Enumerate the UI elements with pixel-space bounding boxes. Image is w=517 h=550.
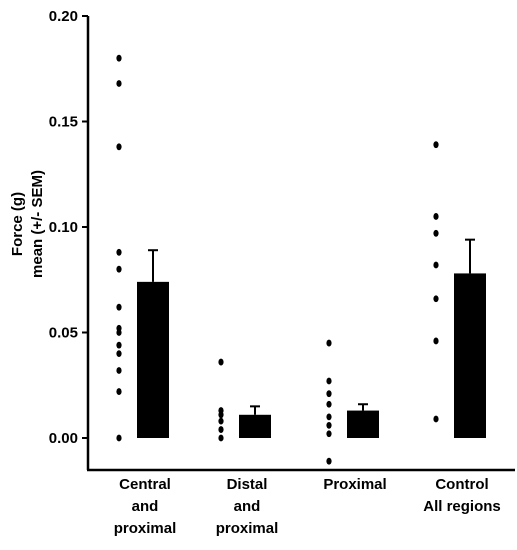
data-point	[326, 457, 332, 465]
data-point	[433, 337, 439, 345]
data-point	[116, 143, 122, 151]
data-point	[116, 329, 122, 336]
data-point	[433, 415, 439, 423]
y-axis-title-line-1: Force (g)	[9, 192, 26, 256]
y-axis: 0.00 0.05 0.10 0.15 0.20	[49, 8, 90, 470]
category-labels: Central and proximal Distal and proximal Proxi…	[114, 476, 501, 537]
y-axis-title: Force (g) mean (+/- SEM)	[9, 170, 46, 278]
y-tick-label: 0.05	[49, 325, 78, 342]
data-point	[326, 400, 332, 408]
bars	[137, 273, 486, 438]
bar	[137, 281, 169, 438]
data-point	[326, 390, 332, 398]
data-point	[116, 248, 122, 256]
data-point	[433, 295, 439, 303]
y-axis-title-line-2: mean (+/- SEM)	[29, 170, 46, 278]
data-point	[433, 213, 439, 220]
y-tick-label: 0.10	[49, 219, 78, 236]
data-point	[116, 367, 122, 374]
data-point	[218, 426, 224, 433]
category-label: proximal	[216, 520, 279, 537]
data-point	[218, 411, 224, 419]
data-point	[433, 261, 439, 269]
data-point	[116, 350, 122, 357]
data-point	[433, 141, 439, 149]
y-tick-label: 0.15	[49, 114, 78, 131]
data-point	[326, 421, 332, 429]
data-point	[218, 417, 224, 425]
data-points	[116, 54, 439, 465]
data-point	[326, 413, 332, 421]
data-point	[326, 377, 332, 385]
data-point	[326, 339, 332, 347]
category-label: and	[234, 498, 261, 515]
bar	[347, 410, 379, 438]
data-point	[116, 265, 122, 273]
category-label: All regions	[423, 498, 501, 515]
data-point	[116, 54, 122, 62]
error-bars	[148, 238, 475, 415]
data-point	[433, 229, 439, 237]
data-point	[218, 358, 224, 366]
data-point	[326, 430, 332, 438]
category-label: Control	[435, 476, 488, 493]
data-point	[116, 434, 122, 442]
data-point	[116, 303, 122, 311]
category-label: Distal	[227, 476, 268, 493]
data-point	[116, 341, 122, 349]
bar	[239, 414, 271, 438]
data-point	[218, 434, 224, 442]
y-tick-label: 0.20	[49, 8, 78, 25]
category-label: Proximal	[323, 476, 386, 493]
category-label: proximal	[114, 520, 177, 537]
data-point	[116, 80, 122, 87]
y-tick-label: 0.00	[49, 430, 78, 447]
category-label: and	[132, 498, 159, 515]
bar	[454, 273, 486, 438]
category-label: Central	[119, 476, 171, 493]
data-point	[116, 388, 122, 395]
